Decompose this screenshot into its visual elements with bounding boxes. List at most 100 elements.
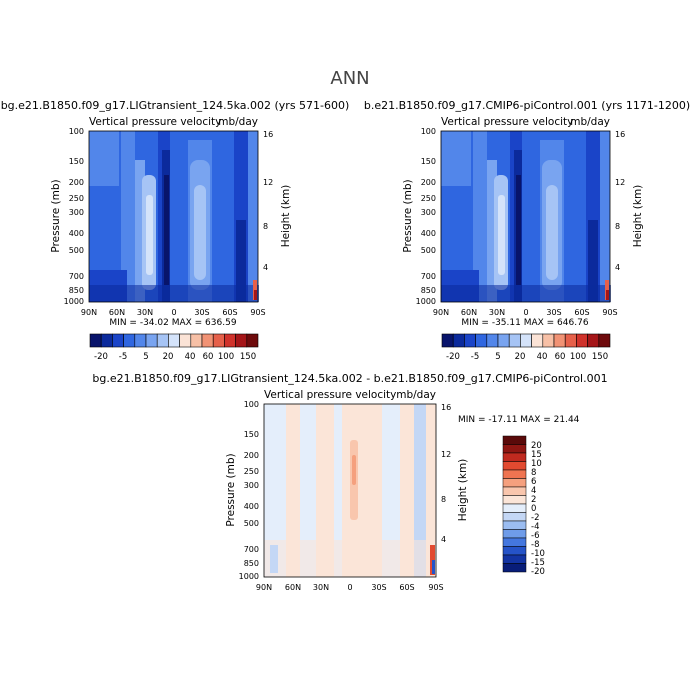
- panel-a-x-tick: 90N: [81, 308, 97, 317]
- panel-b-colorbar-swatch: [598, 333, 611, 348]
- panel-a-y-right-tick: 8: [263, 222, 268, 231]
- panel-a-x-tick: 30S: [194, 308, 209, 317]
- panel-diff-y-tick: 200: [244, 451, 259, 460]
- panel-a-x-tick: 30N: [137, 308, 153, 317]
- panel-a-y-tick: 150: [69, 157, 84, 166]
- panel-a-band: [248, 131, 258, 302]
- panel-b-title: b.e21.B1850.f09_g17.CMIP6-piControl.001 …: [364, 99, 690, 112]
- panel-a-band: [212, 131, 234, 302]
- panel-diff-colorbar-swatch: [502, 486, 527, 496]
- panel-diff-colorbar: [502, 435, 527, 573]
- panel-b-x-tick: 60N: [461, 308, 477, 317]
- panel-a-subtitle-right: mb/day: [218, 116, 258, 128]
- panel-a-y-tick: 500: [69, 246, 84, 255]
- panel-diff-band: [270, 545, 278, 573]
- panel-diff-colorbar-swatch: [502, 503, 527, 513]
- panel-b-colorbar-swatch: [486, 333, 499, 348]
- panel-diff-colorbar-label: 2: [531, 495, 536, 505]
- panel-b-colorbar-label: 40: [537, 352, 548, 362]
- panel-diff-colorbar-label: 15: [531, 450, 542, 460]
- panel-a-band: [170, 131, 188, 302]
- panel-diff-colorbar-swatch: [502, 520, 527, 530]
- panel-diff-colorbar-swatch: [502, 554, 527, 564]
- panel-a-band: [254, 290, 257, 300]
- panel-diff-colorbar-swatch: [502, 563, 527, 573]
- panel-a-band: [236, 220, 246, 302]
- panel-a-colorbar-swatch: [123, 333, 136, 348]
- panel-diff-colorbar-label: -8: [531, 540, 539, 550]
- panel-diff-band: [286, 404, 300, 577]
- panel-diff-colorbar-label: -6: [531, 531, 539, 541]
- panel-diff-y-tick: 700: [244, 545, 259, 554]
- panel-a-y-right-tick: 12: [263, 178, 273, 187]
- panel-a-stats: MIN = -34.02 MAX = 636.59: [109, 318, 236, 328]
- panel-diff-y-tick: 250: [244, 467, 259, 476]
- panel-a-colorbar-swatch: [100, 333, 113, 348]
- panel-a-colorbar-swatch: [190, 333, 203, 348]
- panel-b-colorbar-swatch: [553, 333, 566, 348]
- panel-diff-colorbar-label: -4: [531, 522, 539, 532]
- panel-b-stats: MIN = -35.11 MAX = 646.76: [461, 318, 588, 328]
- panel-b-y-right-tick: 4: [615, 263, 620, 272]
- panel-a-x-tick: 0: [171, 308, 176, 317]
- panel-diff-y-tick: 500: [244, 519, 259, 528]
- panel-b-y-tick: 300: [421, 208, 436, 217]
- panel-diff-ylabel-right: Height (km): [457, 459, 469, 522]
- panel-a-x-tick: 90S: [250, 308, 265, 317]
- panel-diff-colorbar-label: -10: [531, 549, 545, 559]
- panel-diff-band: [352, 455, 356, 485]
- panel-a-colorbar-label: 40: [185, 352, 196, 362]
- panel-diff-colorbar-swatch: [502, 435, 527, 445]
- panel-a-colorbar-label: 5: [143, 352, 148, 362]
- panel-a: bg.e21.B1850.f09_g17.LIGtransient_124.5k…: [1, 99, 350, 362]
- panel-diff-y-tick: 300: [244, 481, 259, 490]
- panel-b-colorbar-swatch: [475, 333, 488, 348]
- panel-a-band: [121, 131, 135, 302]
- panel-b-y-tick: 200: [421, 178, 436, 187]
- panel-diff-colorbar-swatch: [502, 478, 527, 488]
- panel-a-colorbar-swatch: [168, 333, 180, 348]
- panel-b-subtitle-left: Vertical pressure velocity: [441, 116, 573, 128]
- panel-b-colorbar-label: 150: [592, 352, 608, 362]
- page-title: ANN: [330, 68, 370, 89]
- panel-a-colorbar-swatch: [212, 333, 225, 348]
- panel-b-colorbar-swatch: [464, 333, 476, 348]
- panel-diff-band: [316, 404, 334, 577]
- panel-diff-x-tick: 90S: [428, 583, 443, 592]
- panel-diff-colorbar-labels: 20 15 10 8 6 4 2 0 -2 -4 -6 -8 -10 -15 -…: [531, 441, 545, 577]
- panel-b-band: [441, 285, 611, 302]
- panel-b-band: [498, 195, 505, 275]
- panel-diff-colorbar-swatch: [502, 444, 527, 454]
- panel-diff-ylabel: Pressure (mb): [225, 453, 237, 526]
- panel-b-y-tick: 1000: [416, 297, 436, 306]
- panel-diff-x-tick: 90N: [256, 583, 272, 592]
- panel-a-colorbar-swatch: [156, 333, 169, 348]
- panel-b-colorbar-swatch: [542, 333, 555, 348]
- panel-a-colorbar-label: 100: [218, 352, 234, 362]
- panel-b-colorbar-swatch: [531, 333, 544, 348]
- panel-diff-colorbar-swatch: [502, 452, 527, 462]
- panel-b-band: [487, 160, 497, 302]
- panel-a-x-ticks: 90N 60N 30N 0 30S 60S 90S: [81, 308, 266, 317]
- panel-diff-y-tick: 1000: [239, 572, 259, 581]
- panel-b-ylabel-right: Height (km): [632, 185, 644, 248]
- panel-a-colorbar-label: -20: [94, 352, 108, 362]
- panel-a-plot: [88, 130, 259, 303]
- panel-diff-band: [368, 404, 382, 577]
- panel-diff-x-tick: 30S: [371, 583, 386, 592]
- panel-b-band: [473, 131, 487, 302]
- panel-a-band: [164, 175, 169, 285]
- panel-a-frame: [88, 130, 259, 303]
- panel-a-y-ticks: 100 150 200 250 300 400 500 700 850 1000: [64, 127, 84, 306]
- panel-b-colorbar-swatch: [520, 333, 532, 348]
- panel-b-plot: [440, 130, 611, 303]
- panel-diff-colorbar-swatch: [502, 546, 527, 556]
- panel-b-y-tick: 700: [421, 272, 436, 281]
- panel-a-colorbar-labels: -20 -5 5 20 40 60 100 150: [94, 352, 256, 362]
- panel-a-y-tick: 300: [69, 208, 84, 217]
- panel-diff-band: [400, 404, 414, 577]
- panel-b-band: [606, 290, 609, 300]
- panel-diff-band: [264, 540, 436, 577]
- panel-diff-colorbar-label: 8: [531, 468, 536, 478]
- panel-a-x-tick: 60S: [222, 308, 237, 317]
